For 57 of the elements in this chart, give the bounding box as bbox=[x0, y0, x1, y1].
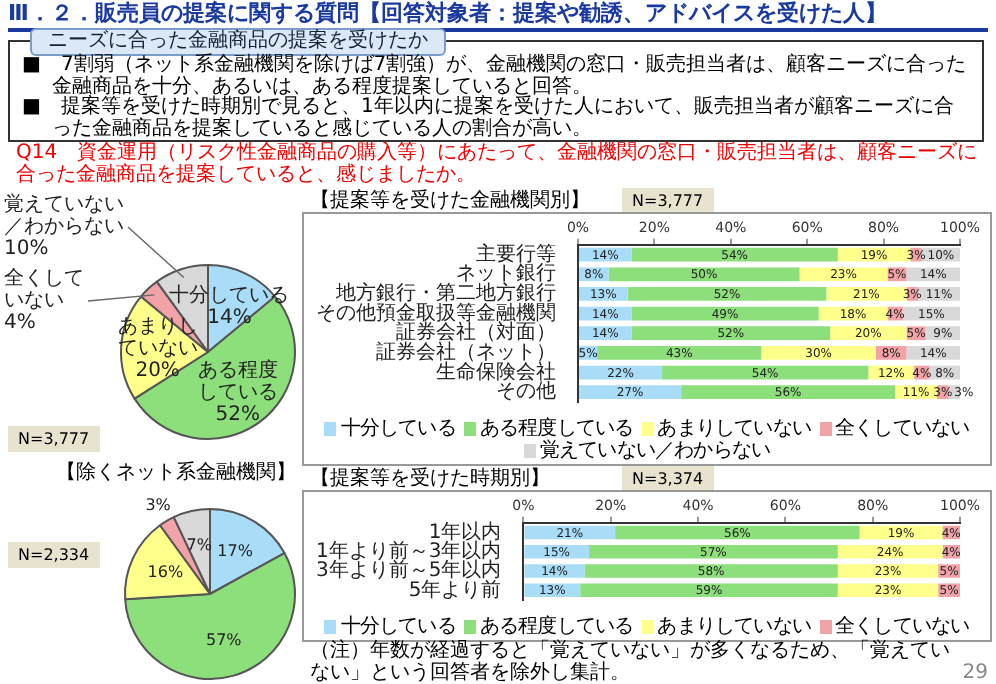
text: 29 bbox=[962, 662, 988, 684]
chart-title: 【提案等を受けた金融機関別】 bbox=[310, 190, 590, 212]
text: （注）年数が経過すると「覚えていない」が多くなるため、「覚えていない」という回答者を除外し集計。 bbox=[310, 640, 952, 684]
bar bbox=[631, 247, 838, 262]
bar bbox=[597, 346, 762, 360]
text: ■ 7割弱（ネット系金融機関を除けば7割強）が、金融機関の窓口・販売担当者は、顧客ニーズに合った金融商品を十分、あるいは、ある程度提案していると回答。 bbox=[22, 54, 969, 97]
legend-label: 覚えていない／わからない bbox=[537, 440, 771, 462]
y-tick-label: 5年より前 bbox=[408, 577, 502, 602]
bar bbox=[627, 287, 827, 301]
y-tick-label: 1年より前～3年以内 bbox=[315, 538, 502, 563]
text: Q14 資金運用（リスク性金融商品の購入等）にあたって、金融機関の窓口・販売担当者は、顧客ニーズに合った金融商品を提案していると、感じましたか。 bbox=[16, 142, 980, 186]
legend-label: ある程度している bbox=[477, 616, 634, 638]
data-label: 3% bbox=[145, 496, 172, 515]
bar bbox=[584, 564, 838, 578]
slice-label: 全くしていない bbox=[4, 266, 84, 313]
text: N=3,777 bbox=[622, 188, 714, 214]
y-tick-label: 地方銀行・第二地方銀行 bbox=[334, 281, 556, 306]
legend-label: ある程度している bbox=[477, 418, 634, 440]
bar bbox=[681, 385, 896, 400]
legend-label: あまりしていない bbox=[655, 616, 812, 638]
data-label: 52% bbox=[215, 404, 260, 427]
data-label: 16% bbox=[147, 563, 184, 582]
legend-label: 全くしていない bbox=[833, 418, 970, 440]
data-label: 14% bbox=[207, 306, 252, 329]
legend-label: あまりしていない bbox=[655, 418, 812, 440]
bar bbox=[615, 525, 860, 540]
data-label: 10% bbox=[4, 238, 49, 261]
data-label: 20% bbox=[135, 360, 180, 383]
chart-title: 【除くネット系金融機関】 bbox=[56, 462, 296, 484]
chart-title: 【提案等を受けた時期別】 bbox=[310, 468, 550, 490]
slice-label: ある程度している bbox=[197, 358, 278, 405]
text: N=3,374 bbox=[622, 466, 714, 492]
bar bbox=[837, 564, 939, 578]
y-tick-label: その他 bbox=[496, 379, 556, 404]
text: ニーズに合った金融商品の提案を受けたか bbox=[30, 28, 446, 56]
data-label: 17% bbox=[217, 541, 254, 560]
bar bbox=[588, 545, 838, 559]
bar bbox=[631, 326, 831, 341]
data-label: 4% bbox=[4, 312, 36, 335]
legend-label: 十分している bbox=[338, 616, 456, 638]
bar bbox=[837, 545, 943, 559]
bar bbox=[608, 267, 800, 282]
text: ■ 提案等を受けた時期別で見ると、1年以内に提案を受けた人において、販売担当者が顧客ニーズに合った金融商品を提案していると感じている人の割合が高い。 bbox=[22, 96, 956, 140]
y-tick-label: 3年より前～5年以内 bbox=[315, 558, 502, 583]
bar bbox=[580, 583, 838, 598]
bar bbox=[761, 346, 876, 360]
y-tick-label: 生命保険会社 bbox=[436, 359, 556, 384]
slice-label: 覚えていない／わからない bbox=[4, 192, 124, 239]
y-tick-label: 1年以内 bbox=[428, 519, 502, 544]
text: N=2,334 bbox=[8, 542, 100, 568]
text: Ⅲ．２．販売員の提案に関する質問【回答対象者：提案や勧誘、アドバイスを受けた人】 bbox=[8, 0, 988, 32]
y-tick-label: 主要行等 bbox=[476, 241, 556, 266]
data-label: 57% bbox=[205, 631, 243, 650]
legend-label: 全くしていない bbox=[833, 616, 970, 638]
legend-label: 十分している bbox=[338, 418, 456, 440]
bar bbox=[579, 385, 682, 400]
text: N=3,777 bbox=[8, 426, 100, 452]
